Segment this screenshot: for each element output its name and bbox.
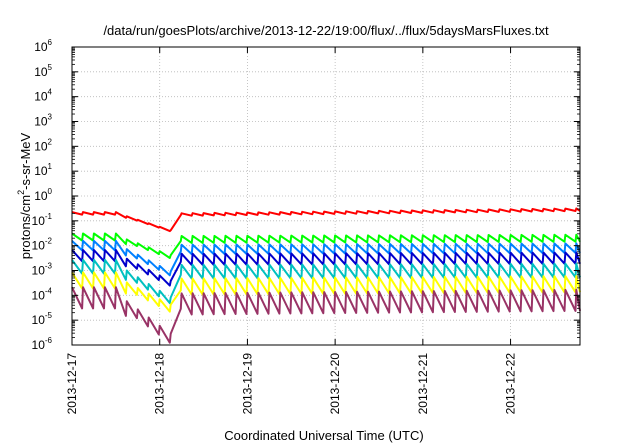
y-tick-exp: -3 <box>45 262 53 271</box>
y-tick-label: 10-4 <box>32 286 53 302</box>
y-tick-base: 10 <box>32 214 46 228</box>
series-line-2 <box>71 239 581 277</box>
y-tick-exp: -2 <box>45 237 53 246</box>
y-tick-label: 104 <box>34 88 52 104</box>
y-tick-label: 10-3 <box>32 262 53 278</box>
y-tick-label: 10-2 <box>32 237 53 253</box>
series-line-1 <box>71 232 581 259</box>
y-tick-base: 10 <box>34 90 48 104</box>
y-tick-base: 10 <box>32 338 46 352</box>
y-axis-label-rest: -s-sr-MeV <box>18 132 33 189</box>
y-tick-base: 10 <box>32 288 46 302</box>
series-line-4 <box>71 258 581 305</box>
y-tick-exp: 3 <box>48 113 53 122</box>
x-axis-label: Coordinated Universal Time (UTC) <box>224 428 423 443</box>
y-axis-label-sup: 2 <box>16 190 26 195</box>
y-tick-label: 10-5 <box>32 311 53 327</box>
y-tick-label: 10-6 <box>32 336 53 352</box>
y-tick-exp: 5 <box>48 63 53 72</box>
y-tick-exp: 1 <box>48 162 53 171</box>
y-axis-label: protons/cm2-s-sr-MeV <box>16 132 33 259</box>
y-tick-exp: -1 <box>45 212 53 221</box>
y-tick-base: 10 <box>34 139 48 153</box>
y-tick-label: 10-1 <box>32 212 53 228</box>
y-tick-exp: 2 <box>48 137 53 146</box>
chart-title: /data/run/goesPlots/archive/2013-12-22/1… <box>103 23 549 38</box>
y-tick-base: 10 <box>34 65 48 79</box>
x-tick-label: 2013-12-18 <box>153 353 167 415</box>
series-line-0 <box>71 207 581 233</box>
series-line-6 <box>71 286 581 344</box>
y-tick-label: 103 <box>34 113 52 129</box>
y-tick-base: 10 <box>34 164 48 178</box>
x-tick-label: 2013-12-19 <box>240 353 254 415</box>
y-axis-ticks: 10-610-510-410-310-210-11001011021031041… <box>32 38 580 352</box>
y-tick-exp: 4 <box>48 88 53 97</box>
series-line-3 <box>71 249 581 287</box>
x-tick-label: 2013-12-20 <box>328 353 342 415</box>
x-tick-label: 2013-12-22 <box>504 353 518 415</box>
y-tick-exp: 6 <box>48 38 53 47</box>
y-tick-exp: 0 <box>48 187 53 196</box>
y-tick-base: 10 <box>32 239 46 253</box>
x-tick-label: 2013-12-21 <box>416 353 430 415</box>
grid-lines <box>72 47 580 345</box>
y-tick-base: 10 <box>34 115 48 129</box>
y-tick-label: 101 <box>34 162 52 178</box>
y-tick-base: 10 <box>34 40 48 54</box>
series-line-5 <box>71 271 581 313</box>
y-axis-label-base: protons/cm <box>18 195 33 259</box>
y-tick-exp: -4 <box>45 286 53 295</box>
y-tick-base: 10 <box>32 313 46 327</box>
y-tick-base: 10 <box>32 264 46 278</box>
y-tick-base: 10 <box>34 189 48 203</box>
series-layer <box>71 207 581 344</box>
y-tick-label: 105 <box>34 63 52 79</box>
y-tick-label: 100 <box>34 187 52 203</box>
x-tick-label: 2013-12-17 <box>65 353 79 415</box>
y-tick-exp: -5 <box>45 311 53 320</box>
y-tick-exp: -6 <box>45 336 53 345</box>
y-tick-label: 106 <box>34 38 52 54</box>
x-axis-ticks: 2013-12-17 2013-12-18 2013-12-19 2013-12-20… <box>65 47 518 414</box>
y-tick-label: 102 <box>34 137 52 153</box>
